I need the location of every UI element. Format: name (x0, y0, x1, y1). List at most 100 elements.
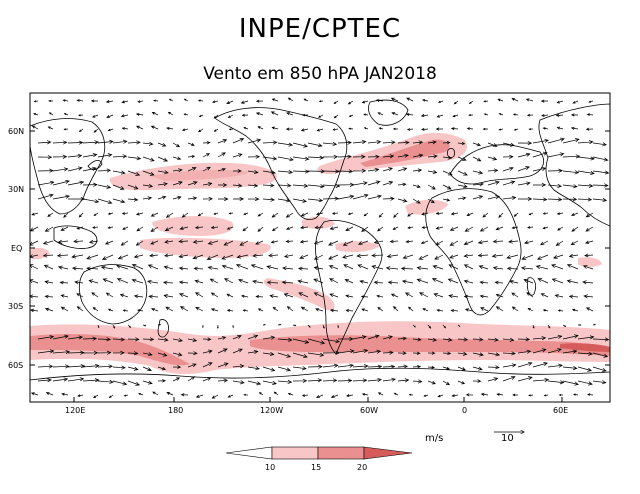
wind-vector (187, 338, 198, 342)
wind-vector (457, 366, 466, 371)
wind-vector (232, 380, 245, 385)
wind-vector (542, 226, 549, 230)
wind-vector (562, 170, 580, 175)
wind-vector (511, 306, 519, 312)
wind-vector (286, 112, 294, 116)
wind-vector (202, 181, 213, 187)
lat-label-30n: 30N (8, 185, 24, 194)
wind-vector (42, 253, 54, 258)
wind-vector (292, 366, 307, 371)
wind-vector (44, 294, 54, 299)
wind-vector (71, 254, 84, 259)
wind-vector (457, 351, 468, 356)
wind-vector (82, 182, 98, 187)
wind-vector (213, 212, 219, 215)
wind-vector (150, 125, 159, 130)
wind-vector (498, 212, 504, 218)
wind-vector (255, 240, 264, 245)
wind-vector (547, 152, 565, 158)
wind-vector (487, 156, 498, 161)
wind-vector (397, 140, 410, 145)
wind-vector (211, 394, 219, 399)
wind-vector (583, 294, 594, 299)
africa-coast (425, 188, 522, 316)
wind-vector (121, 100, 129, 104)
wind-vector (436, 308, 444, 312)
wind-vector (393, 392, 399, 396)
wind-vectors (30, 97, 610, 399)
wind-vector (427, 324, 432, 329)
wind-vector (133, 294, 144, 299)
wind-vector (97, 364, 113, 369)
wind-vector (210, 308, 219, 312)
wind-vector (120, 240, 129, 246)
wind-vector (271, 98, 279, 102)
wind-vector (62, 99, 69, 102)
wind-vector (164, 239, 174, 244)
wind-vector (487, 377, 499, 382)
wind-vector (453, 100, 459, 105)
wind-vector (483, 100, 489, 103)
wind-vector (285, 127, 294, 131)
wind-vector (181, 128, 189, 132)
wind-vector (570, 240, 579, 245)
wind-vector (517, 361, 533, 368)
wind-vector (104, 240, 114, 245)
wind-vector (465, 393, 474, 397)
wind-vector (487, 168, 499, 173)
wind-vector (183, 98, 189, 102)
wind-vector (562, 366, 578, 371)
wind-vector (67, 335, 84, 340)
wind-vector (56, 253, 69, 258)
wind-vector (322, 183, 341, 189)
wind-vector (44, 307, 54, 312)
wind-vector (313, 240, 324, 245)
wind-vector (360, 295, 369, 299)
wind-vector (442, 337, 453, 342)
wind-vector (316, 212, 324, 216)
wind-vector (213, 114, 219, 119)
wind-vector (472, 379, 482, 383)
wind-vector (376, 294, 384, 298)
wind-vector (451, 394, 459, 398)
wind-vector (537, 278, 549, 284)
wind-vector (61, 392, 69, 396)
wind-vector (97, 198, 113, 205)
wind-vector (133, 254, 144, 259)
wind-vector (236, 254, 249, 259)
wind-vector (407, 306, 414, 312)
wind-vector (68, 196, 86, 202)
wind-vector (345, 308, 354, 313)
wind-vector (287, 97, 294, 102)
wind-vector (93, 394, 99, 399)
wind-vector (586, 113, 594, 116)
wind-vector (509, 279, 519, 284)
wind-vector (123, 394, 129, 397)
wind-vector (412, 168, 423, 173)
wind-vector (412, 198, 421, 204)
wind-vector (221, 254, 234, 260)
wind-vector (392, 226, 399, 230)
wind-vector (568, 253, 579, 258)
wind-vector (495, 226, 504, 231)
wind-vector (345, 294, 354, 298)
wind-vector (67, 153, 83, 158)
wind-vector (412, 153, 424, 158)
wind-vector (202, 349, 213, 354)
wind-vector (357, 240, 369, 246)
wind-vector (435, 240, 444, 246)
wind-vector (116, 264, 129, 270)
wind-vector (307, 364, 323, 369)
wind-vector (292, 169, 310, 174)
wind-vector (157, 142, 167, 147)
colorbar-segment-10-15 (271, 446, 319, 460)
wind-vector (138, 392, 144, 396)
wind-vector (266, 280, 279, 285)
wind-vector (194, 225, 204, 230)
wind-vector (562, 349, 578, 354)
wind-vector (418, 254, 429, 260)
wind-vector (329, 226, 339, 230)
indonesia-coast (53, 225, 98, 249)
colorbar-label-15: 15 (311, 463, 321, 472)
wind-vector (367, 154, 380, 159)
